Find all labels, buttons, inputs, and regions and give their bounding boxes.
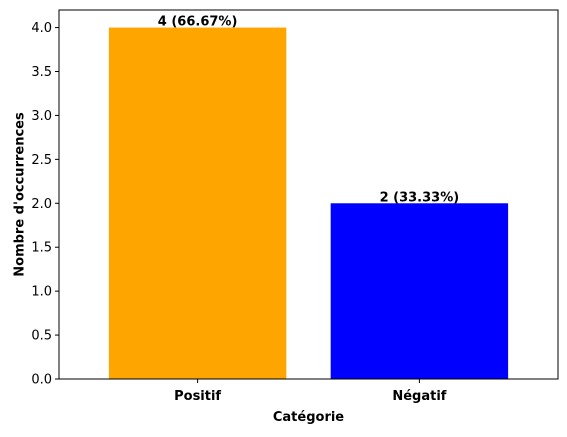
x-ticks-layer: Positif Négatif — [174, 379, 447, 404]
y-ticks-layer: 0.0 0.5 1.0 1.5 2.0 2.5 3.0 3.5 4.0 — [31, 21, 59, 388]
x-axis-title: Catégorie — [273, 410, 344, 425]
bar-1 — [108, 27, 287, 379]
y-tick-label: 2.0 — [31, 197, 52, 212]
y-tick-label: 0.0 — [31, 373, 52, 388]
plot-frame — [58, 9, 559, 380]
y-tick-label: 1.5 — [31, 241, 52, 256]
data-label: 2 (33.33%) — [380, 190, 460, 205]
data-label: 4 (66.67%) — [158, 15, 238, 30]
y-tick-label: 4.0 — [31, 21, 52, 36]
x-tick-label: Positif — [174, 389, 221, 404]
x-tick-label: Négatif — [392, 389, 446, 404]
y-tick-label: 3.0 — [31, 109, 52, 124]
y-tick-label: 0.5 — [31, 329, 52, 344]
y-tick-label: 1.0 — [31, 285, 52, 300]
y-axis-title: Nombre d'occurrences — [13, 112, 28, 277]
data-labels-layer: 4 (66.67%) 2 (33.33%) — [158, 15, 459, 206]
bars-layer — [108, 27, 509, 379]
y-tick-label: 2.5 — [31, 153, 52, 168]
y-tick-label: 3.5 — [31, 65, 52, 80]
bar-2 — [330, 203, 509, 379]
